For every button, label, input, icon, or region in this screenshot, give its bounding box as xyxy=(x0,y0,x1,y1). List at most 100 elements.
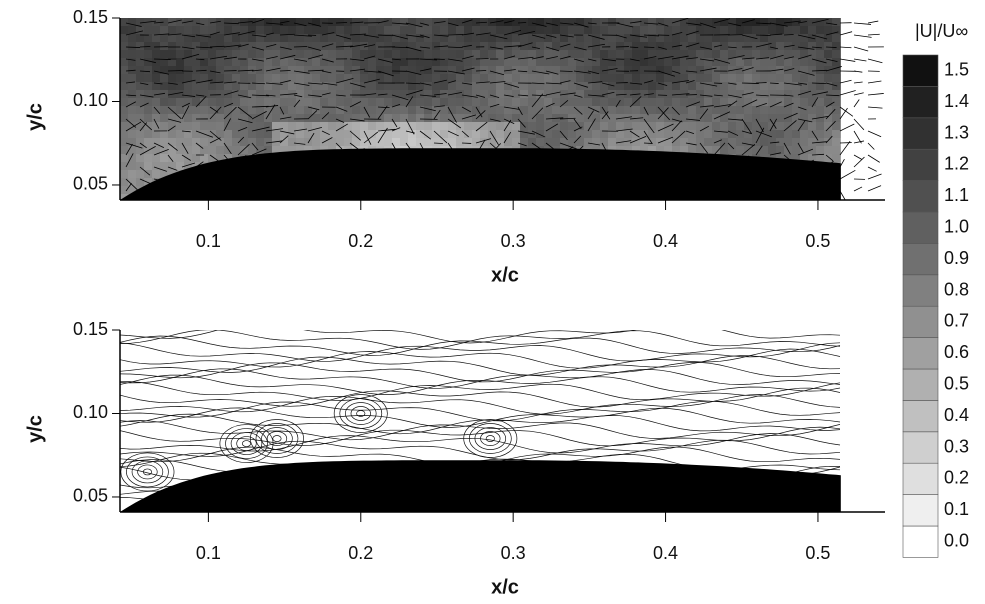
velocity-vector xyxy=(377,128,396,132)
contour-cell xyxy=(200,90,208,98)
contour-cell xyxy=(312,90,320,98)
contour-cell xyxy=(408,82,416,90)
contour-cell xyxy=(400,122,408,130)
contour-cell xyxy=(416,34,424,42)
velocity-vector xyxy=(391,58,401,61)
contour-cell xyxy=(776,114,784,122)
velocity-vector xyxy=(433,34,449,37)
contour-cell xyxy=(528,34,536,42)
contour-cell xyxy=(808,114,816,122)
contour-cell xyxy=(192,154,200,162)
contour-cell xyxy=(120,58,128,66)
velocity-vector xyxy=(587,81,603,84)
velocity-vector xyxy=(251,46,265,51)
velocity-vector xyxy=(573,82,589,88)
contour-cell xyxy=(664,130,672,138)
contour-cell xyxy=(408,42,416,50)
contour-cell xyxy=(368,58,376,66)
contour-cell xyxy=(760,90,768,98)
contour-cell xyxy=(144,58,152,66)
velocity-vector xyxy=(741,19,755,24)
streamline xyxy=(120,368,841,389)
contour-cell xyxy=(400,58,408,66)
velocity-vector xyxy=(335,142,343,150)
contour-cell xyxy=(816,42,824,50)
contour-cell xyxy=(280,66,288,74)
contour-cell xyxy=(280,90,288,98)
contour-cell xyxy=(400,82,408,90)
velocity-vector xyxy=(783,68,795,72)
contour-cell xyxy=(736,74,744,82)
velocity-vector xyxy=(237,21,253,24)
contour-cell xyxy=(456,42,464,50)
contour-cell xyxy=(176,66,184,74)
contour-cell xyxy=(760,146,768,154)
contour-cell xyxy=(304,34,312,42)
contour-cell xyxy=(448,98,456,106)
velocity-vector xyxy=(237,69,254,72)
contour-cell xyxy=(816,58,824,66)
contour-cell xyxy=(216,42,224,50)
vortex-loop xyxy=(339,398,383,429)
streamline xyxy=(120,433,841,454)
contour-cell xyxy=(336,18,344,26)
contour-cell xyxy=(808,138,816,146)
velocity-vector xyxy=(783,44,795,48)
colorbar-label: 1.1 xyxy=(944,185,969,205)
velocity-vector xyxy=(195,34,211,38)
contour-cell xyxy=(176,50,184,58)
contour-cell xyxy=(608,34,616,42)
contour-cell xyxy=(360,106,368,114)
velocity-vector xyxy=(307,106,320,111)
contour-cell xyxy=(616,74,624,82)
x-tick-label: 0.2 xyxy=(348,231,373,251)
velocity-vector xyxy=(573,135,582,144)
velocity-vector xyxy=(237,136,245,144)
velocity-vector xyxy=(489,81,506,84)
contour-cell xyxy=(776,34,784,42)
contour-cell xyxy=(360,58,368,66)
contour-cell xyxy=(768,146,776,154)
contour-cell xyxy=(592,122,600,130)
contour-cell xyxy=(144,74,152,82)
contour-cell xyxy=(672,146,680,154)
contour-cell xyxy=(624,82,632,90)
velocity-vector xyxy=(153,21,164,24)
contour-cell xyxy=(544,114,552,122)
contour-cell xyxy=(568,90,576,98)
contour-cell xyxy=(488,50,496,58)
contour-cell xyxy=(752,130,760,138)
contour-cell xyxy=(496,138,504,146)
contour-cell xyxy=(184,66,192,74)
contour-cell xyxy=(648,114,656,122)
contour-cell xyxy=(496,58,504,66)
contour-cell xyxy=(224,74,232,82)
velocity-vector xyxy=(279,116,292,120)
contour-cell xyxy=(288,146,296,154)
velocity-vector xyxy=(461,32,475,36)
contour-cell xyxy=(344,18,352,26)
contour-cell xyxy=(840,106,841,114)
velocity-vector xyxy=(321,130,330,136)
contour-cell xyxy=(256,146,264,154)
contour-cell xyxy=(224,18,232,26)
contour-cell xyxy=(704,34,712,42)
contour-cell xyxy=(448,130,456,138)
velocity-vector xyxy=(615,99,621,108)
velocity-vector xyxy=(657,123,674,132)
contour-cell xyxy=(656,66,664,74)
velocity-vector xyxy=(853,154,862,160)
contour-cell xyxy=(384,82,392,90)
contour-cell xyxy=(664,82,672,90)
velocity-vector xyxy=(531,56,544,60)
contour-cell xyxy=(384,50,392,58)
contour-cell xyxy=(688,42,696,50)
velocity-vector xyxy=(349,118,365,122)
contour-cell xyxy=(232,130,240,138)
velocity-vector xyxy=(237,43,249,48)
contour-cell xyxy=(712,122,720,130)
contour-cell xyxy=(664,146,672,154)
contour-cell xyxy=(272,26,280,34)
contour-cell xyxy=(440,130,448,138)
contour-cell xyxy=(608,98,616,106)
